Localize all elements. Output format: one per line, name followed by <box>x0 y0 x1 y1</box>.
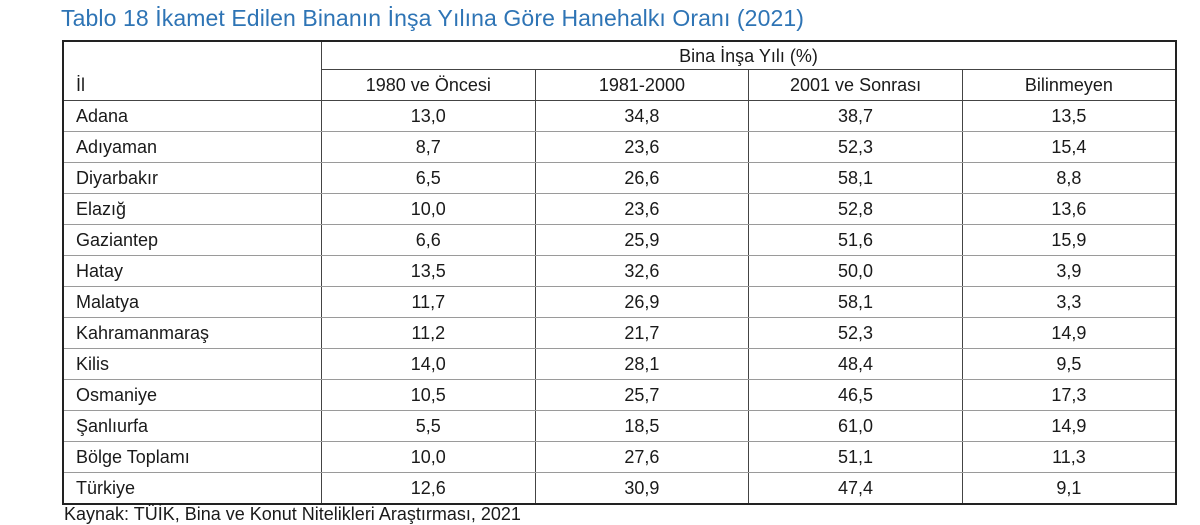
table-row: Malatya 11,7 26,9 58,1 3,3 <box>63 286 1176 318</box>
table-cell: 17,3 <box>962 379 1176 411</box>
table-cell: 47,4 <box>748 472 963 504</box>
table-cell: 13,5 <box>321 255 536 287</box>
table-cell: 21,7 <box>535 317 750 349</box>
table-cell: 46,5 <box>748 379 963 411</box>
table-cell: 8,7 <box>321 131 536 163</box>
table-row: Osmaniye 10,5 25,7 46,5 17,3 <box>63 379 1176 411</box>
table-row: Gaziantep 6,6 25,9 51,6 15,9 <box>63 224 1176 256</box>
table-row: Elazığ 10,0 23,6 52,8 13,6 <box>63 193 1176 225</box>
source-note: Kaynak: TÜİK, Bina ve Konut Nitelikleri … <box>64 504 521 524</box>
table-cell: 14,9 <box>962 317 1176 349</box>
table-row: Bölge Toplamı 10,0 27,6 51,1 11,3 <box>63 441 1176 473</box>
table-cell: 18,5 <box>535 410 750 442</box>
column-header: Bilinmeyen <box>962 69 1176 101</box>
table-cell: 14,0 <box>321 348 536 380</box>
row-label: Osmaniye <box>63 379 322 411</box>
table-cell: 23,6 <box>535 131 750 163</box>
table-row: Kilis 14,0 28,1 48,4 9,5 <box>63 348 1176 380</box>
table-cell: 10,5 <box>321 379 536 411</box>
table-row: Kahramanmaraş 11,2 21,7 52,3 14,9 <box>63 317 1176 349</box>
table-cell: 8,8 <box>962 162 1176 194</box>
row-label: Adana <box>63 100 322 132</box>
table-cell: 14,9 <box>962 410 1176 442</box>
table-cell: 61,0 <box>748 410 963 442</box>
table-cell: 11,7 <box>321 286 536 318</box>
row-label: Hatay <box>63 255 322 287</box>
table-row: Türkiye 12,6 30,9 47,4 9,1 <box>63 472 1176 504</box>
row-label: Kilis <box>63 348 322 380</box>
data-table: Bina İnşa Yılı (%) İl 1980 ve Öncesi 198… <box>62 40 1177 505</box>
table-cell: 11,2 <box>321 317 536 349</box>
column-header: 2001 ve Sonrası <box>748 69 963 101</box>
table-cell: 13,5 <box>962 100 1176 132</box>
table-cell: 34,8 <box>535 100 750 132</box>
row-label: Elazığ <box>63 193 322 225</box>
table-cell: 9,5 <box>962 348 1176 380</box>
column-header-row: İl 1980 ve Öncesi 1981-2000 2001 ve Sonr… <box>63 69 1176 101</box>
table-cell: 10,0 <box>321 193 536 225</box>
table-cell: 48,4 <box>748 348 963 380</box>
table-cell: 11,3 <box>962 441 1176 473</box>
row-label: Türkiye <box>63 472 322 504</box>
table-cell: 52,3 <box>748 317 963 349</box>
table-cell: 23,6 <box>535 193 750 225</box>
table-cell: 58,1 <box>748 162 963 194</box>
table-cell: 13,6 <box>962 193 1176 225</box>
table-cell: 26,9 <box>535 286 750 318</box>
table-row: Şanlıurfa 5,5 18,5 61,0 14,9 <box>63 410 1176 442</box>
table-cell: 3,9 <box>962 255 1176 287</box>
table-cell: 5,5 <box>321 410 536 442</box>
table-cell: 6,5 <box>321 162 536 194</box>
table-cell: 26,6 <box>535 162 750 194</box>
row-header: İl <box>63 69 322 101</box>
row-label: Diyarbakır <box>63 162 322 194</box>
table-cell: 51,6 <box>748 224 963 256</box>
table-cell: 10,0 <box>321 441 536 473</box>
table-cell: 27,6 <box>535 441 750 473</box>
table-row: Adana 13,0 34,8 38,7 13,5 <box>63 100 1176 132</box>
table-row: Hatay 13,5 32,6 50,0 3,9 <box>63 255 1176 287</box>
table-cell: 12,6 <box>321 472 536 504</box>
table-cell: 13,0 <box>321 100 536 132</box>
table-cell: 9,1 <box>1056 478 1082 498</box>
table-cell: 30,9 <box>535 472 750 504</box>
table-cell: 58,1 <box>748 286 963 318</box>
table-cell: 52,3 <box>748 131 963 163</box>
column-header: 1980 ve Öncesi <box>321 69 536 101</box>
table-cell: 3,3 <box>962 286 1176 318</box>
table-cell: 52,8 <box>748 193 963 225</box>
group-header: Bina İnşa Yılı (%) <box>321 41 1176 70</box>
row-label: Kahramanmaraş <box>63 317 322 349</box>
table-cell: 50,0 <box>748 255 963 287</box>
row-label: Şanlıurfa <box>63 410 322 442</box>
row-label: Adıyaman <box>63 131 322 163</box>
row-label: Gaziantep <box>63 224 322 256</box>
table-cell: 6,6 <box>321 224 536 256</box>
table-cell: 25,7 <box>535 379 750 411</box>
table-cell: 51,1 <box>748 441 963 473</box>
table-cell: 15,4 <box>962 131 1176 163</box>
table-cell: 28,1 <box>535 348 750 380</box>
table-cell: 38,7 <box>748 100 963 132</box>
group-header-row: Bina İnşa Yılı (%) <box>63 41 1176 70</box>
table-title: Tablo 18 İkamet Edilen Binanın İnşa Yılı… <box>61 5 805 31</box>
row-header-spacer <box>63 41 322 70</box>
table-cell: 32,6 <box>535 255 750 287</box>
row-label: Bölge Toplamı <box>63 441 322 473</box>
column-header: 1981-2000 <box>535 69 750 101</box>
table-cell: 25,9 <box>535 224 750 256</box>
table-row: Diyarbakır 6,5 26,6 58,1 8,8 <box>63 162 1176 194</box>
row-label: Malatya <box>63 286 322 318</box>
table-cell: 15,9 <box>962 224 1176 256</box>
table-row: Adıyaman 8,7 23,6 52,3 15,4 <box>63 131 1176 163</box>
